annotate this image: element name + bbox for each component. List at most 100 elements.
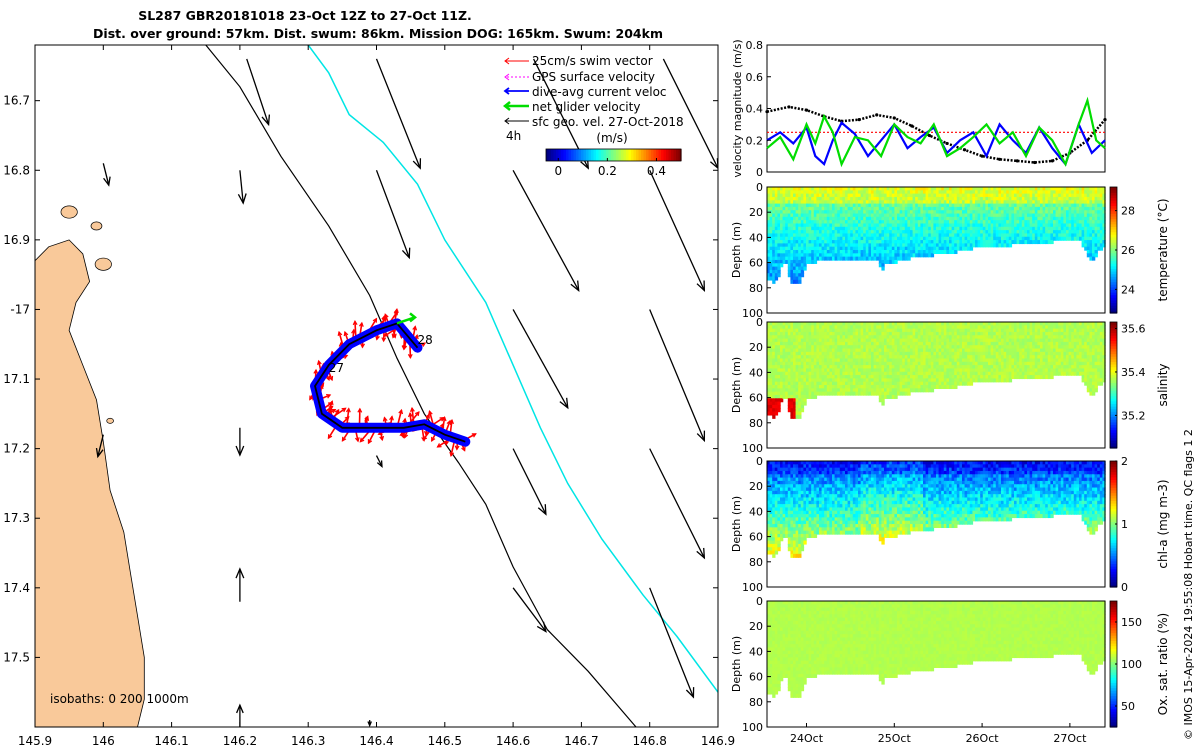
section-cell <box>1014 216 1018 221</box>
section-cell <box>767 273 771 278</box>
geo-arrow-head-8 <box>696 280 706 292</box>
section-cell <box>1084 200 1088 205</box>
section-cell <box>782 216 786 221</box>
section-cell <box>826 190 831 195</box>
section-cell <box>982 233 987 238</box>
section-cell <box>1027 200 1031 205</box>
section-cell <box>962 206 966 211</box>
section-cell <box>1021 230 1026 235</box>
section-cell <box>813 226 818 231</box>
section-cell <box>821 206 825 211</box>
section-colorbar-cell <box>1110 218 1117 222</box>
map-ytick-label: 17.2 <box>3 442 30 456</box>
day-label-28: 28 <box>417 333 432 347</box>
section-cell <box>1058 193 1062 198</box>
section-cell <box>904 256 909 261</box>
section-cell <box>777 266 781 271</box>
section-cell <box>795 243 799 248</box>
section-cell <box>824 187 828 192</box>
section-cell <box>917 187 922 192</box>
section-cell <box>806 240 810 245</box>
section-cell <box>1014 236 1018 241</box>
section-cell <box>863 190 867 195</box>
section-cell <box>873 213 877 218</box>
section-cell <box>1053 226 1057 231</box>
section-cell <box>907 243 911 248</box>
section-cell <box>1071 200 1075 205</box>
section-cell <box>897 216 901 221</box>
section-cell <box>811 220 815 225</box>
section-cell <box>1099 223 1104 228</box>
section-cell <box>852 196 857 201</box>
section-cell <box>787 196 792 201</box>
section-cell <box>886 216 890 221</box>
section-cell <box>800 193 805 198</box>
section-cell <box>803 256 807 261</box>
section-cell <box>780 256 784 261</box>
section-cell <box>780 243 784 248</box>
section-cell <box>998 240 1002 245</box>
section-cell <box>1016 196 1020 201</box>
section-cell <box>1027 230 1031 235</box>
section-cell <box>871 220 875 225</box>
section-cell <box>889 200 893 205</box>
section-cell <box>959 240 963 245</box>
section-cell <box>816 226 820 231</box>
section-cell <box>767 365 771 370</box>
section-cell <box>894 216 898 221</box>
section-cell <box>811 230 815 235</box>
section-cell <box>829 243 833 248</box>
section-cell <box>1079 236 1083 241</box>
section-cell <box>1034 213 1039 218</box>
section-cell <box>959 246 963 251</box>
section-cell <box>845 203 849 208</box>
section-cell <box>915 206 919 211</box>
section-cell <box>777 196 781 201</box>
section-cell <box>920 223 924 228</box>
section-cell <box>1014 206 1018 211</box>
section-cell <box>980 213 984 218</box>
section-cell <box>865 203 870 208</box>
section-cell <box>777 335 781 340</box>
section-cell <box>956 233 961 238</box>
section-cell <box>790 226 794 231</box>
section-cell <box>889 196 893 201</box>
section-cell <box>907 246 911 251</box>
section-cell <box>780 223 784 228</box>
section-cell <box>951 240 955 245</box>
section-cell <box>1086 223 1091 228</box>
section-cell <box>777 200 781 205</box>
section-cell <box>1045 206 1049 211</box>
section-cell <box>798 266 802 271</box>
section-cell <box>967 230 971 235</box>
section-cell <box>967 223 971 228</box>
section-cell <box>975 206 979 211</box>
section-cell <box>826 243 831 248</box>
section-cell <box>865 210 870 215</box>
section-cell <box>1068 210 1072 215</box>
section-colorbar-cell <box>1110 231 1117 235</box>
swim-vector-head <box>446 419 452 425</box>
section-cell <box>982 240 987 245</box>
section-cell <box>1037 206 1041 211</box>
section-cell <box>1032 220 1036 225</box>
section-cell <box>1021 223 1026 228</box>
section-cell <box>772 358 776 363</box>
section-cell <box>912 187 916 192</box>
section-cell <box>925 243 929 248</box>
section-cell <box>852 220 857 225</box>
section-cell <box>1019 193 1023 198</box>
section-cell <box>1047 216 1052 221</box>
section-cell <box>1099 220 1104 225</box>
section-cell <box>923 233 927 238</box>
section-cell <box>943 187 948 192</box>
section-cell <box>1099 246 1104 251</box>
section-cell <box>1016 230 1020 235</box>
section-cell <box>855 236 859 241</box>
section-cell <box>894 240 898 245</box>
section-cell <box>847 246 851 251</box>
section-cell <box>969 216 974 221</box>
section-cell <box>876 240 880 245</box>
map-colorbar-cell <box>663 149 667 161</box>
section-cell <box>873 250 877 255</box>
